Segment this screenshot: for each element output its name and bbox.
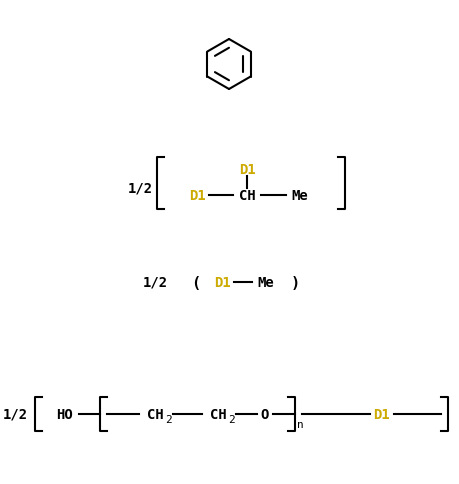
Text: CH: CH <box>146 407 163 421</box>
Text: D1: D1 <box>213 275 230 289</box>
Text: 1/2: 1/2 <box>3 407 28 421</box>
Text: 2: 2 <box>165 414 171 424</box>
Text: 1/2: 1/2 <box>128 181 153 195</box>
Text: D1: D1 <box>239 163 255 177</box>
Text: n: n <box>297 419 304 429</box>
Text: 2: 2 <box>228 414 235 424</box>
Text: CH: CH <box>239 189 255 203</box>
Text: CH: CH <box>210 407 226 421</box>
Text: D1: D1 <box>374 407 390 421</box>
Text: Me: Me <box>291 189 308 203</box>
Text: (: ( <box>191 275 201 290</box>
Text: HO: HO <box>56 407 73 421</box>
Text: O: O <box>261 407 269 421</box>
Text: Me: Me <box>257 275 274 289</box>
Text: 1/2: 1/2 <box>143 275 168 289</box>
Text: ): ) <box>291 275 300 290</box>
Text: D1: D1 <box>189 189 205 203</box>
